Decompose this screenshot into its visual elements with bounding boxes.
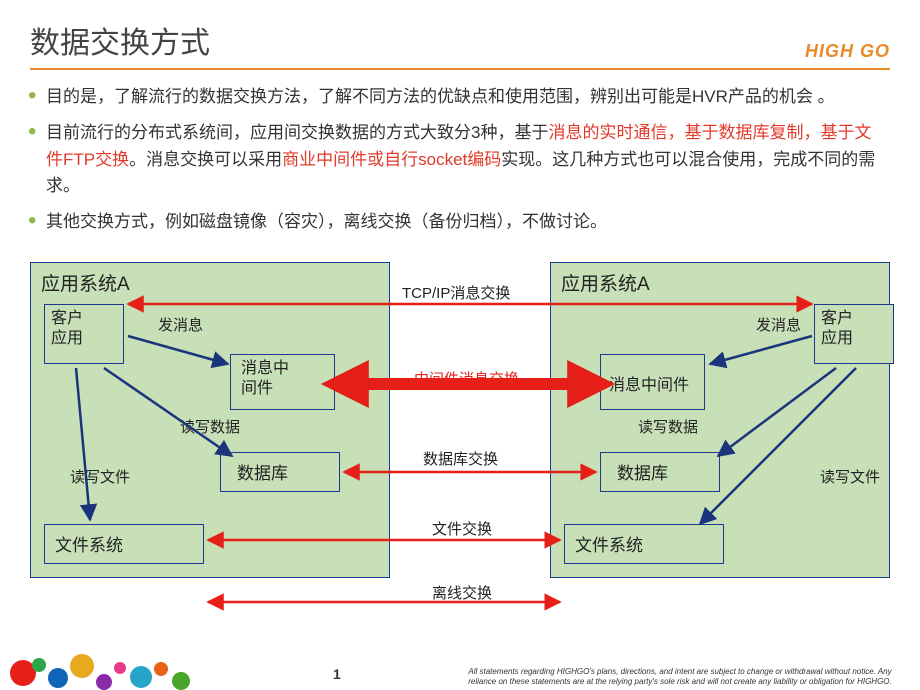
bullet-list: 目的是，了解流行的数据交换方法，了解不同方法的优缺点和使用范围，辨别出可能是HV… bbox=[0, 80, 920, 256]
mw-a-l2: 间件 bbox=[241, 380, 273, 397]
mw-exchange-label: 中间件消息交换 bbox=[414, 368, 519, 389]
tcp-exchange-label: TCP/IP消息交换 bbox=[402, 282, 510, 303]
footer-disclaimer: All statements regarding HIGHGO's plans,… bbox=[460, 667, 900, 687]
slide-footer: 1 All statements regarding HIGHGO's plan… bbox=[0, 648, 920, 690]
filesystem-b-box: 文件系统 bbox=[564, 524, 724, 564]
send-msg-b-label: 发消息 bbox=[756, 314, 801, 335]
bullet-2-text-b: 。消息交换可以采用 bbox=[129, 150, 282, 169]
database-b-box: 数据库 bbox=[600, 452, 720, 492]
client-b-label: 客户 应用 bbox=[821, 309, 853, 349]
mw-a-l1: 消息中 bbox=[241, 360, 289, 377]
system-b-label: 应用系统A bbox=[561, 269, 650, 296]
middleware-a-box: 消息中 间件 bbox=[230, 354, 335, 410]
bullet-2-text-a: 目前流行的分布式系统间，应用间交换数据的方式大致分3种，基于 bbox=[46, 123, 548, 142]
header-rule bbox=[30, 68, 890, 70]
client-b-l2: 应用 bbox=[821, 330, 853, 347]
highgo-logo: HIGH GO bbox=[805, 41, 890, 62]
page-title: 数据交换方式 bbox=[30, 18, 210, 62]
database-b-label: 数据库 bbox=[617, 459, 668, 484]
filesystem-a-box: 文件系统 bbox=[44, 524, 204, 564]
page-number: 1 bbox=[333, 666, 341, 682]
rw-data-a-label: 读写数据 bbox=[180, 416, 240, 437]
client-a-label: 客户 应用 bbox=[51, 309, 83, 349]
architecture-diagram: 应用系统A 应用系统A 客户 应用 客户 应用 消息中 间件 消息中间件 数据库… bbox=[0, 256, 920, 616]
middleware-b-label: 消息中间件 bbox=[609, 371, 689, 395]
system-a-label: 应用系统A bbox=[41, 269, 130, 296]
database-a-box: 数据库 bbox=[220, 452, 340, 492]
bullet-2: 目前流行的分布式系统间，应用间交换数据的方式大致分3种，基于消息的实时通信，基于… bbox=[46, 120, 880, 199]
client-a-box: 客户 应用 bbox=[44, 304, 124, 364]
middleware-b-box: 消息中间件 bbox=[600, 354, 705, 410]
database-a-label: 数据库 bbox=[237, 459, 288, 484]
client-b-l1: 客户 bbox=[821, 310, 853, 327]
filesystem-b-label: 文件系统 bbox=[575, 531, 643, 556]
rw-data-b-label: 读写数据 bbox=[638, 416, 698, 437]
offline-exchange-label: 离线交换 bbox=[432, 582, 492, 603]
client-b-box: 客户 应用 bbox=[814, 304, 894, 364]
rw-file-a-label: 读写文件 bbox=[70, 466, 130, 487]
client-a-l2: 应用 bbox=[51, 330, 83, 347]
middleware-a-label: 消息中 间件 bbox=[241, 359, 289, 399]
db-exchange-label: 数据库交换 bbox=[423, 448, 498, 469]
send-msg-a-label: 发消息 bbox=[158, 314, 203, 335]
file-exchange-label: 文件交换 bbox=[432, 518, 492, 539]
client-a-l1: 客户 bbox=[51, 310, 83, 327]
bullet-2-highlight-2: 商业中间件或自行socket编码 bbox=[282, 150, 501, 169]
bullet-3: 其他交换方式，例如磁盘镜像（容灾），离线交换（备份归档），不做讨论。 bbox=[46, 209, 880, 235]
rw-file-b-label: 读写文件 bbox=[820, 466, 880, 487]
footer-decoration bbox=[0, 648, 210, 690]
filesystem-a-label: 文件系统 bbox=[55, 531, 123, 556]
bullet-1: 目的是，了解流行的数据交换方法，了解不同方法的优缺点和使用范围，辨别出可能是HV… bbox=[46, 84, 880, 110]
